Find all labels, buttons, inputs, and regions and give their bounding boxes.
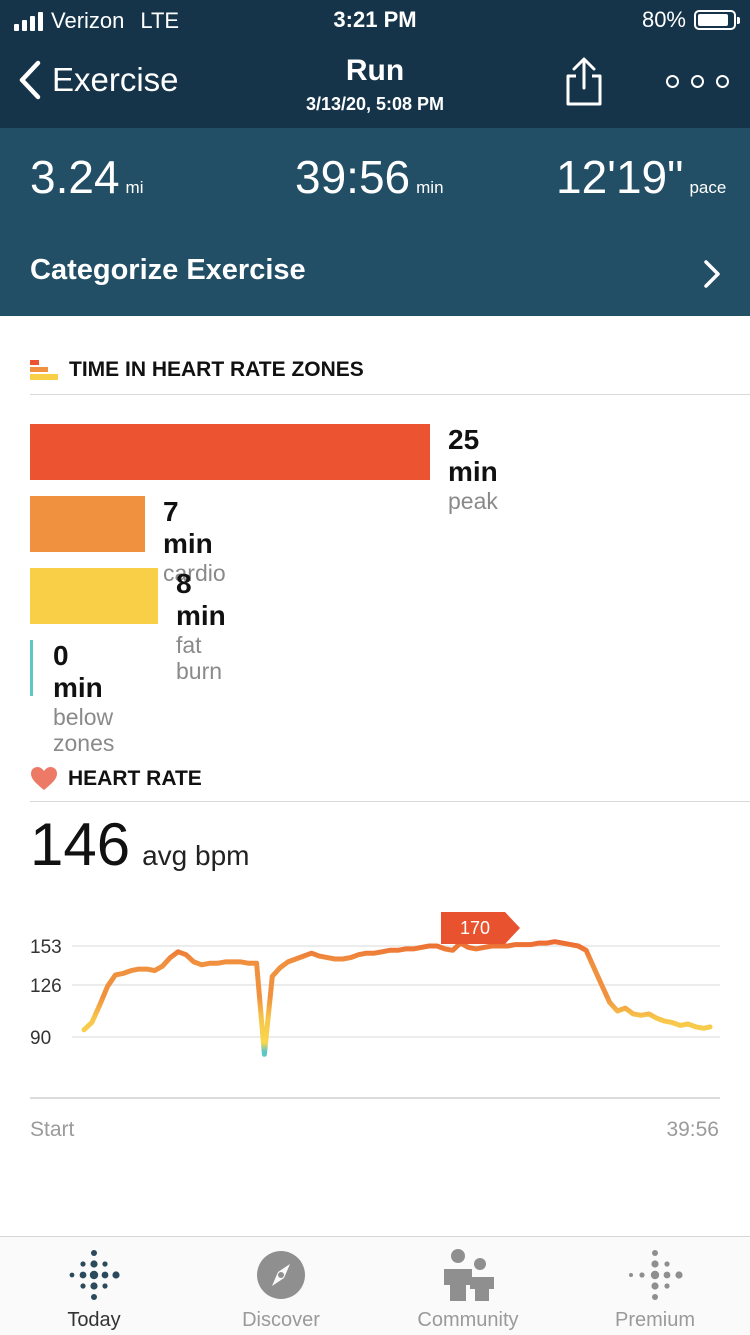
avg-bpm-unit: avg bpm bbox=[142, 840, 250, 871]
back-label: Exercise bbox=[52, 61, 179, 98]
exercise-stats: 3.24 mi 39:56 min 12'19" pace Categorize… bbox=[0, 128, 750, 316]
peak-badge-label: 170 bbox=[460, 918, 490, 938]
x-axis-end-label: 39:56 bbox=[666, 1118, 719, 1141]
tab-community[interactable]: Community bbox=[374, 1237, 562, 1335]
zone-name: below zones bbox=[53, 704, 115, 756]
chart-grid bbox=[72, 945, 720, 1038]
page-title: Run bbox=[345, 54, 405, 87]
tab-premium[interactable]: Premium bbox=[561, 1237, 749, 1335]
people-icon bbox=[444, 1249, 494, 1301]
zone-bar bbox=[30, 568, 158, 624]
x-axis-start-label: Start bbox=[30, 1118, 75, 1141]
duration-unit: min bbox=[416, 178, 444, 197]
battery-icon bbox=[694, 10, 740, 30]
chart-y-axis: 153 126 90 bbox=[30, 937, 62, 1049]
chevron-right-icon bbox=[704, 260, 720, 288]
carrier-info: Verizon LTE bbox=[14, 8, 179, 34]
heart-rate-line bbox=[81, 939, 713, 1057]
categorize-exercise-button[interactable]: Categorize Exercise bbox=[30, 252, 722, 292]
share-icon bbox=[566, 57, 602, 106]
zone-text: 0 min below zones bbox=[53, 640, 114, 756]
network-type: LTE bbox=[140, 8, 180, 33]
peak-badge-shape bbox=[441, 912, 520, 944]
zone-minutes: 7 min bbox=[163, 496, 213, 559]
y-tick-label: 90 bbox=[30, 1028, 51, 1049]
tab-label: Today bbox=[67, 1309, 121, 1331]
more-dot-icon bbox=[691, 75, 704, 88]
battery-indicator: 80% bbox=[641, 7, 740, 33]
zone-name: fat burn bbox=[176, 632, 223, 684]
tab-today[interactable]: Today bbox=[0, 1237, 188, 1335]
zone-bar bbox=[30, 496, 145, 552]
more-dot-icon bbox=[666, 75, 679, 88]
zone-name: cardio bbox=[163, 560, 226, 586]
more-options-button[interactable] bbox=[666, 75, 729, 88]
pace-stat: 12'19" pace bbox=[556, 150, 726, 204]
back-button[interactable]: Exercise bbox=[18, 60, 179, 100]
tab-label: Premium bbox=[614, 1309, 695, 1331]
heart-rate-chart: 153 126 90 170 bbox=[30, 912, 720, 1099]
y-tick-label: 153 bbox=[30, 937, 62, 958]
zone-text: 7 min cardio bbox=[163, 496, 226, 586]
categorize-label: Categorize Exercise bbox=[30, 254, 306, 286]
heart-rate-section-title: HEART RATE bbox=[30, 766, 202, 792]
zones-section-title: TIME IN HEART RATE ZONES bbox=[30, 358, 364, 382]
tab-discover[interactable]: Discover bbox=[187, 1237, 375, 1335]
section-divider bbox=[30, 394, 750, 395]
peak-badge: 170 bbox=[441, 912, 520, 944]
zone-name: peak bbox=[448, 488, 498, 514]
zones-chart-icon bbox=[30, 360, 58, 380]
heart-rate-title-text: HEART RATE bbox=[68, 767, 202, 790]
tab-bar: Today Discover Community bbox=[0, 1236, 750, 1335]
status-time: 3:21 PM bbox=[333, 7, 417, 32]
more-dot-icon bbox=[716, 75, 729, 88]
premium-dots-icon bbox=[629, 1250, 683, 1300]
duration-stat: 39:56 min bbox=[295, 150, 444, 204]
signal-strength-icon bbox=[14, 11, 43, 31]
pace-value: 12'19" bbox=[556, 151, 684, 203]
duration-value: 39:56 bbox=[295, 151, 411, 203]
share-button[interactable] bbox=[562, 56, 606, 113]
distance-value: 3.24 bbox=[30, 151, 120, 203]
section-divider bbox=[30, 801, 750, 802]
tab-label: Community bbox=[417, 1309, 519, 1331]
status-bar: Verizon LTE 3:21 PM 80% bbox=[0, 0, 750, 40]
carrier-name: Verizon bbox=[51, 8, 125, 33]
chevron-left-icon bbox=[19, 60, 41, 100]
zone-text: 8 min fat burn bbox=[176, 568, 226, 684]
distance-stat: 3.24 mi bbox=[30, 150, 143, 204]
page-subtitle: 3/13/20, 5:08 PM bbox=[305, 94, 445, 114]
dots-grid-icon bbox=[69, 1250, 120, 1300]
zones-title-text: TIME IN HEART RATE ZONES bbox=[69, 358, 364, 381]
y-tick-label: 126 bbox=[30, 976, 62, 997]
avg-bpm-value: 146 bbox=[30, 811, 131, 878]
zone-text: 25 min peak bbox=[448, 424, 498, 514]
compass-icon bbox=[257, 1251, 305, 1299]
zone-minutes: 0 min bbox=[53, 640, 103, 703]
zone-minutes: 25 min bbox=[448, 424, 498, 487]
pace-unit: pace bbox=[689, 178, 727, 197]
zone-minutes: 8 min bbox=[176, 568, 226, 631]
distance-unit: mi bbox=[125, 178, 144, 197]
avg-heart-rate: 146 avg bpm bbox=[30, 810, 250, 879]
tab-label: Discover bbox=[242, 1309, 320, 1331]
battery-percent: 80% bbox=[641, 7, 686, 32]
app-header: Verizon LTE 3:21 PM 80% Exercise Run 3/1… bbox=[0, 0, 750, 128]
zone-bar bbox=[30, 424, 430, 480]
zone-bar bbox=[30, 640, 33, 696]
heart-icon bbox=[31, 767, 57, 790]
